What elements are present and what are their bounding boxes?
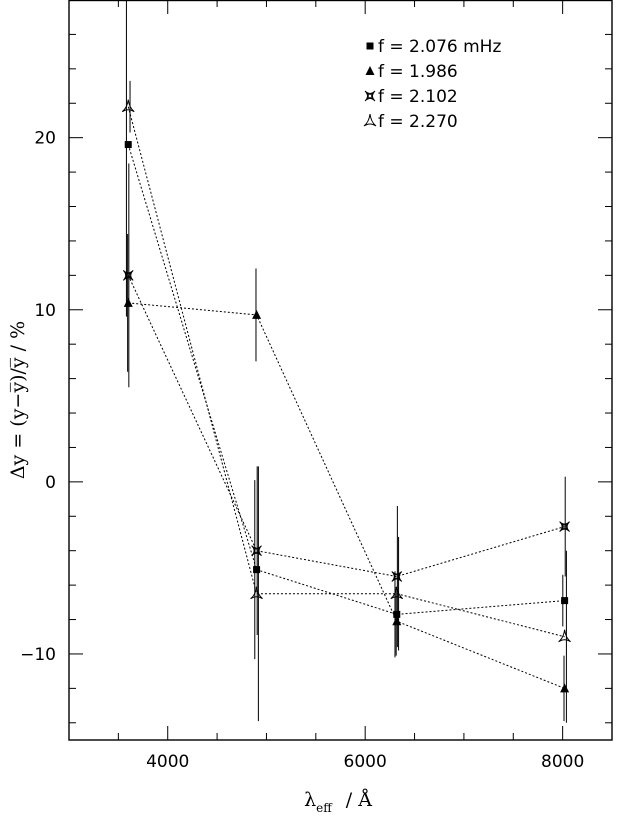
legend-entry-3: f = 2.102 — [378, 87, 458, 107]
x-axis-label: λeff / Å — [304, 789, 372, 815]
y-tick-label: 20 — [34, 129, 56, 149]
legend-entry-4: f = 2.270 — [378, 112, 458, 132]
legend-marker — [366, 42, 374, 50]
plot-frame — [68, 0, 613, 741]
series-line-1 — [127, 144, 565, 615]
legend-entry-1: f = 2.076 mHz — [378, 37, 501, 57]
x-axis-label-main: λ — [304, 789, 316, 811]
y-tick-label: 0 — [45, 473, 56, 493]
data-point — [252, 309, 262, 319]
legend-marker — [363, 113, 377, 127]
legend-marker — [364, 90, 376, 102]
data-point — [251, 545, 262, 557]
data-point — [561, 597, 569, 605]
data-point — [250, 586, 263, 600]
data-point-inner — [124, 272, 132, 279]
data-point — [393, 610, 401, 618]
data-point — [560, 683, 570, 693]
y-axis-label: Δy = (y−y̅)/y̅ / % — [7, 321, 29, 479]
plot-area: 4000 6000 8000 −10 0 10 20 f = 2.076 mHz f = 1.9… — [20, 0, 613, 772]
data-point — [253, 566, 261, 574]
data-point — [121, 99, 135, 113]
x-tick-label: 6000 — [344, 752, 387, 772]
legend-marker — [365, 66, 375, 75]
data-point — [122, 269, 134, 281]
x-axis-label-unit: / Å — [346, 789, 372, 811]
legend-entry-2: f = 1.986 — [378, 62, 458, 82]
data-point — [558, 629, 571, 643]
series-line-2 — [128, 302, 565, 689]
legend-marker-inner — [366, 92, 374, 100]
x-tick-label: 8000 — [541, 752, 584, 772]
series-line-4 — [127, 106, 565, 638]
x-tick-label: 4000 — [146, 752, 189, 772]
data-point — [390, 586, 404, 600]
y-tick-label: −10 — [20, 645, 56, 665]
data-point — [123, 297, 133, 307]
x-axis-label-sub: eff — [316, 801, 333, 815]
data-point — [391, 571, 403, 582]
data-point — [124, 141, 132, 149]
series-line-3 — [127, 275, 565, 578]
y-tick-label: 10 — [34, 301, 56, 321]
